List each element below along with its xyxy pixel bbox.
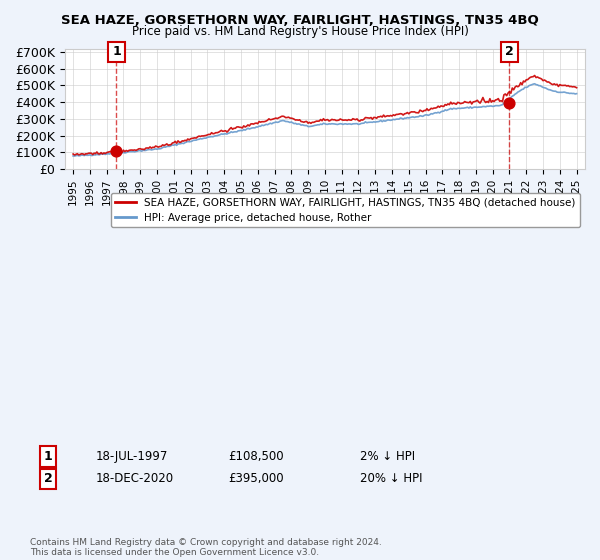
Text: £108,500: £108,500 — [228, 450, 284, 463]
Text: 1: 1 — [112, 45, 121, 58]
Text: 18-JUL-1997: 18-JUL-1997 — [96, 450, 169, 463]
Text: 2: 2 — [44, 472, 52, 486]
Point — [112, 147, 121, 156]
Text: £395,000: £395,000 — [228, 472, 284, 486]
Text: 20% ↓ HPI: 20% ↓ HPI — [360, 472, 422, 486]
Text: 2% ↓ HPI: 2% ↓ HPI — [360, 450, 415, 463]
Text: 2: 2 — [505, 45, 514, 58]
Legend: SEA HAZE, GORSETHORN WAY, FAIRLIGHT, HASTINGS, TN35 4BQ (detached house), HPI: A: SEA HAZE, GORSETHORN WAY, FAIRLIGHT, HAS… — [111, 193, 580, 227]
Text: 1: 1 — [44, 450, 52, 463]
Text: SEA HAZE, GORSETHORN WAY, FAIRLIGHT, HASTINGS, TN35 4BQ: SEA HAZE, GORSETHORN WAY, FAIRLIGHT, HAS… — [61, 14, 539, 27]
Point — [505, 99, 514, 108]
Text: Contains HM Land Registry data © Crown copyright and database right 2024.
This d: Contains HM Land Registry data © Crown c… — [30, 538, 382, 557]
Text: 18-DEC-2020: 18-DEC-2020 — [96, 472, 174, 486]
Text: Price paid vs. HM Land Registry's House Price Index (HPI): Price paid vs. HM Land Registry's House … — [131, 25, 469, 38]
